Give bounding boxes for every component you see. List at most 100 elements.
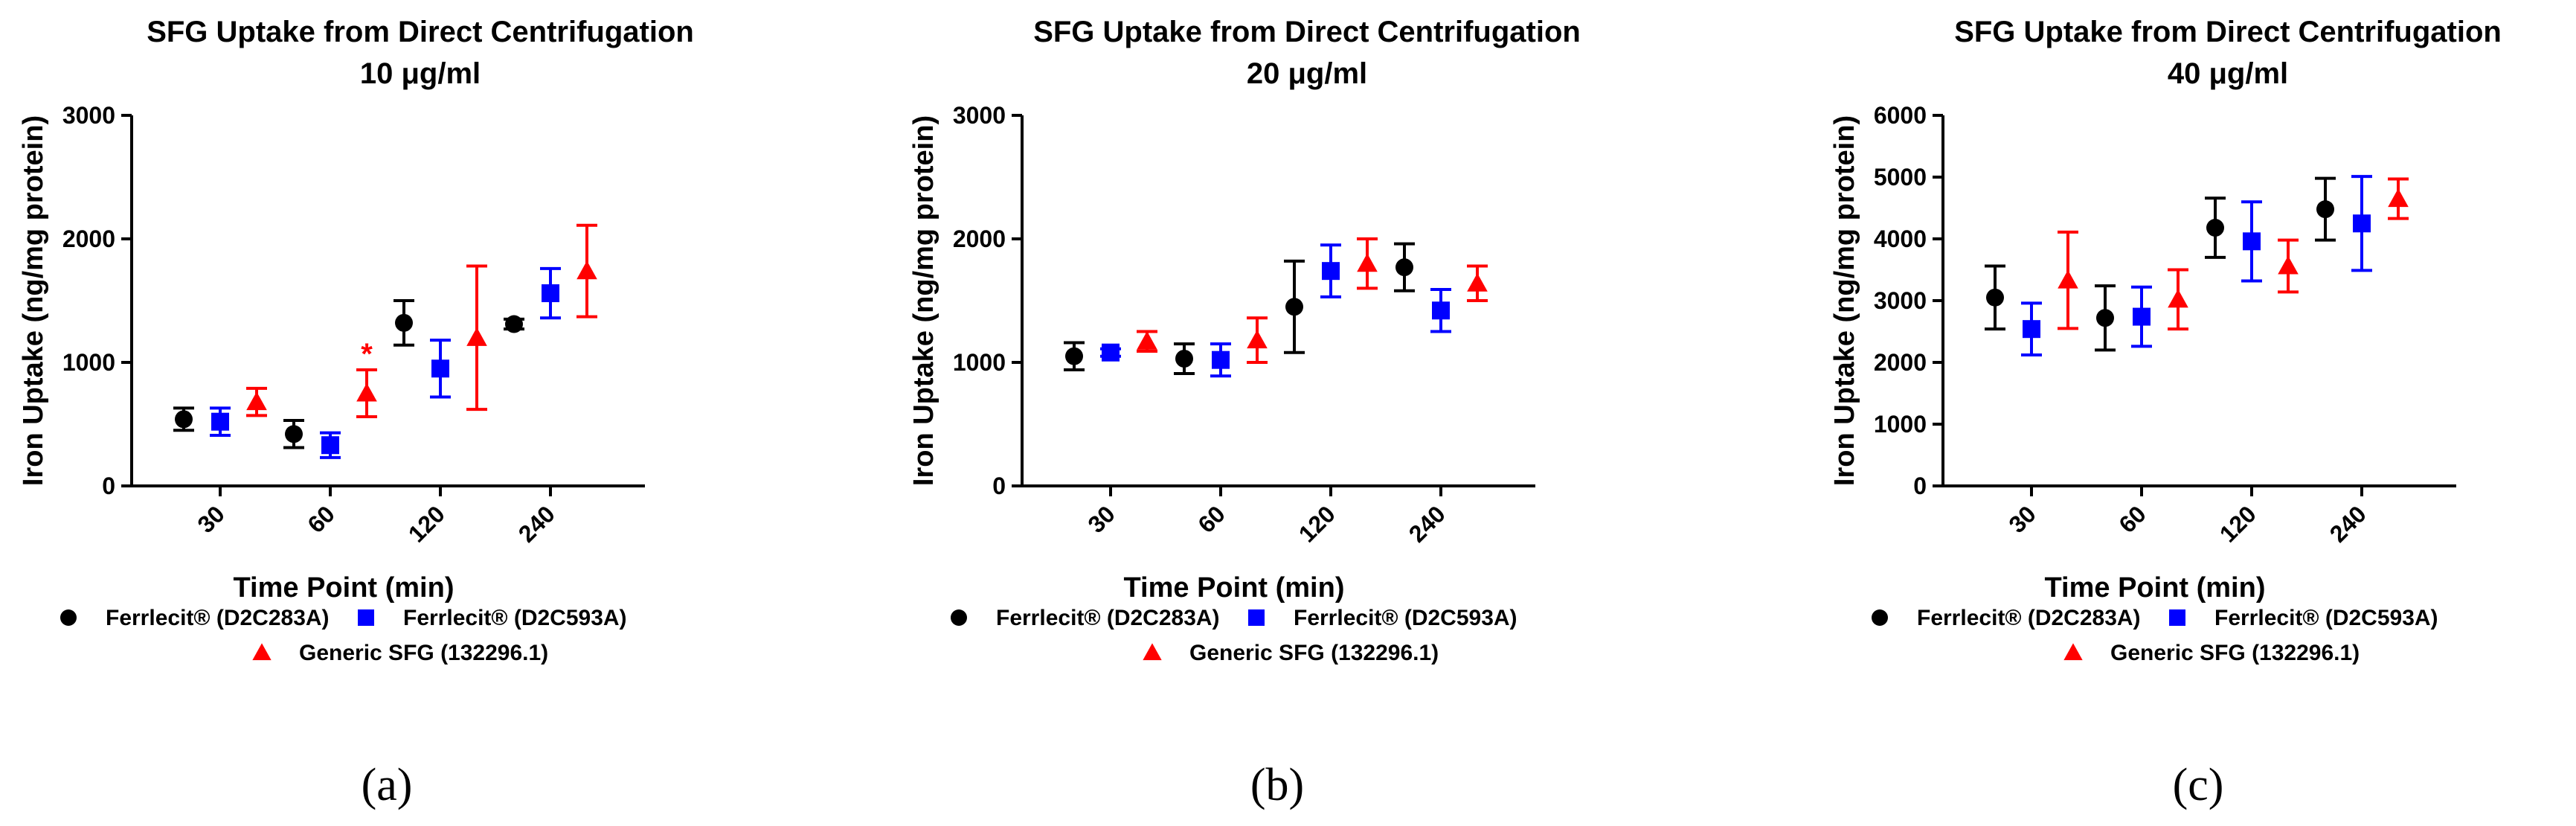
x-tick-label: 60 [1192,500,1230,538]
chart-title: SFG Uptake from Direct Centrifugation [1033,16,1581,48]
data-point-group [394,299,414,347]
data-point-marker [1065,347,1083,365]
data-point-group [2168,268,2188,331]
data-point-marker [2096,309,2114,327]
legend-marker [2063,643,2083,661]
data-point-marker [1137,330,1157,350]
legend-marker [951,609,967,626]
data-point-group [2278,238,2299,294]
data-point-group [1430,288,1451,333]
x-tick-label: 240 [2325,500,2371,547]
data-point-marker [576,260,597,280]
data-point-marker [1432,301,1450,320]
data-point-group [2241,200,2262,283]
data-point-group [1247,316,1268,364]
data-point-marker [505,315,523,333]
y-tick-label: 2000 [953,225,1006,252]
x-tick-label: 120 [403,500,450,547]
data-point-group [2058,230,2078,330]
data-point-group [1320,243,1341,299]
data-point-marker [1285,298,1303,316]
data-point-group [1467,264,1488,302]
y-tick-label: 0 [1913,473,1927,499]
data-point-marker [1986,288,2004,307]
data-point-marker [466,327,487,346]
chart-subtitle: 20 μg/ml [1247,57,1367,90]
legend: Ferrlecit® (D2C283A) Ferrlecit® (D2C593A)… [60,606,627,665]
data-point-group [430,339,451,399]
data-point-marker [1357,253,1378,272]
data-point-group [2315,176,2336,242]
x-tick-label: 60 [302,500,340,538]
data-point-marker [2278,255,2299,275]
y-tick-label: 3000 [953,102,1006,129]
y-tick-label: 1000 [953,349,1006,376]
data-point-group [2205,196,2226,259]
x-tick-label: 30 [1082,500,1120,538]
data-point-group [2131,285,2152,348]
y-tick-label: 2000 [1874,349,1927,376]
legend-label: Ferrlecit® (D2C593A) [2214,606,2438,630]
data-point-group [2388,177,2409,220]
panel-label: (b) [1250,760,1304,810]
legend-label: Generic SFG (132296.1) [2110,641,2360,665]
data-point-marker [2133,307,2151,326]
data-point-marker [2243,232,2261,251]
y-axis-title: Iron Uptake (ng/mg protein) [1829,115,1860,486]
legend-marker [1872,609,1888,626]
data-point-group [1137,330,1157,353]
chart-title: SFG Uptake from Direct Centrifugation [1954,16,2502,48]
x-tick-label: 60 [2113,500,2151,538]
y-tick-label: 2000 [62,225,115,252]
legend-label: Ferrlecit® (D2C593A) [403,606,627,630]
chart-panel-3: SFG Uptake from Direct Centrifugation 40 … [1829,16,2502,810]
data-point-marker [542,284,559,303]
data-point-marker [1175,350,1193,368]
y-axis-title: Iron Uptake (ng/mg protein) [18,115,49,486]
y-axis-title: Iron Uptake (ng/mg protein) [908,115,939,486]
y-tick-label: 0 [102,473,115,499]
data-point-marker [1467,272,1488,292]
data-point-group [2021,301,2042,357]
data-point-group [283,419,304,449]
data-point-group [540,266,561,320]
x-axis-title: Time Point (min) [2045,572,2266,604]
x-tick-label: 30 [2003,500,2041,538]
data-point-marker [285,425,303,444]
data-point-group [356,368,377,419]
data-point-marker [2388,188,2409,208]
data-point-group [1357,237,1378,290]
data-point-group [466,264,487,412]
legend-label: Ferrlecit® (D2C283A) [1917,606,2141,630]
x-tick-label: 120 [1294,500,1340,547]
x-axis-title: Time Point (min) [1124,572,1345,604]
data-point-group [1210,342,1231,378]
data-point-marker [211,412,229,431]
data-point-group [2351,175,2372,272]
chart-subtitle: 10 μg/ml [360,57,481,90]
x-tick-label: 120 [2214,500,2261,547]
panel-label: (a) [362,760,413,810]
data-point-group [1100,343,1121,362]
data-point-marker [2316,200,2334,219]
data-point-group [320,431,341,459]
legend-marker [252,643,272,661]
legend-marker [1143,643,1162,661]
legend-label: Generic SFG (132296.1) [1189,641,1439,665]
data-point-marker [246,391,267,411]
legend-marker [1248,609,1265,626]
data-point-marker [1247,330,1268,349]
data-point-marker [395,313,413,332]
panel-label: (c) [2173,760,2224,810]
y-tick-label: 0 [992,473,1006,499]
legend-marker [60,609,77,626]
data-point-group [1174,342,1195,375]
y-tick-label: 3000 [62,102,115,129]
data-point-marker [2168,289,2188,308]
x-tick-label: 30 [192,500,230,538]
data-point-marker [431,359,449,378]
legend-label: Generic SFG (132296.1) [299,641,548,665]
chart-subtitle: 40 μg/ml [2168,57,2288,90]
chart-panel-2: SFG Uptake from Direct Centrifugation 20 … [908,16,1581,810]
data-point-group [2095,284,2116,352]
